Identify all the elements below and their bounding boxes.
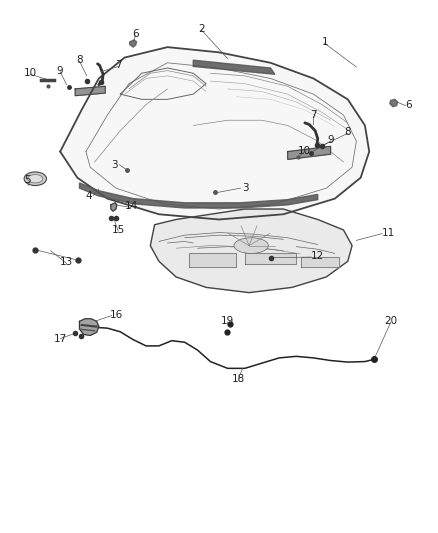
Text: 13: 13 [60,257,73,268]
Text: 5: 5 [25,175,31,185]
Text: 14: 14 [124,201,138,212]
Ellipse shape [28,175,43,183]
Text: 6: 6 [132,29,138,39]
Text: 12: 12 [311,251,325,261]
Polygon shape [75,86,105,96]
Polygon shape [245,254,296,264]
Polygon shape [130,40,137,47]
Text: 8: 8 [76,55,83,65]
Text: 1: 1 [322,37,328,47]
Polygon shape [150,209,352,293]
Text: 3: 3 [112,160,118,169]
Text: 16: 16 [110,310,123,320]
Ellipse shape [234,238,268,254]
Ellipse shape [24,172,46,185]
Text: 7: 7 [310,110,317,120]
Polygon shape [79,183,318,208]
Text: 20: 20 [384,317,397,326]
Polygon shape [288,147,331,159]
Polygon shape [60,47,369,220]
Text: 10: 10 [298,146,311,156]
Text: 17: 17 [53,334,67,344]
Polygon shape [79,319,99,335]
Text: 18: 18 [232,374,245,384]
Polygon shape [300,257,339,266]
Text: 7: 7 [115,60,121,70]
Text: 19: 19 [221,317,234,326]
Text: 2: 2 [198,24,205,34]
Text: 10: 10 [24,68,37,78]
Text: 9: 9 [57,66,64,76]
Text: 9: 9 [327,135,334,145]
Text: 3: 3 [243,183,249,193]
Text: 15: 15 [112,225,125,235]
Polygon shape [390,99,398,107]
Polygon shape [189,254,236,266]
Polygon shape [193,60,275,74]
Text: 8: 8 [344,127,351,138]
Text: 4: 4 [86,191,92,201]
Text: 6: 6 [406,100,412,110]
Text: 11: 11 [382,228,396,238]
Polygon shape [111,203,117,211]
